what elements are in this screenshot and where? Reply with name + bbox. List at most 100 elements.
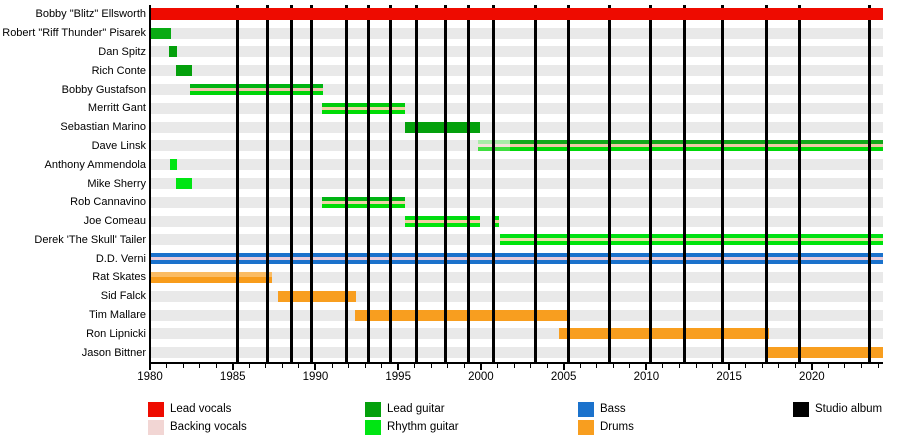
axis-tick: [314, 364, 317, 370]
bar-stripe: [322, 203, 405, 208]
bar-stripe: [150, 271, 272, 277]
axis-tick: [778, 364, 780, 368]
bar-stripe: [150, 257, 883, 261]
legend-swatch: [148, 402, 164, 417]
bar-stripe: [499, 241, 883, 246]
legend-swatch: [365, 402, 381, 417]
member-bar: [189, 84, 323, 96]
studio-album-line: [765, 5, 769, 362]
axis-tick: [695, 364, 697, 368]
studio-album-line: [721, 5, 725, 362]
axis-tick: [794, 364, 796, 368]
axis-tick: [562, 364, 565, 370]
axis-tick: [430, 364, 432, 368]
axis-tick: [348, 364, 350, 368]
member-bar: [355, 309, 570, 321]
axis-tick: [612, 364, 614, 368]
legend-label: Backing vocals: [170, 421, 247, 433]
axis-tick: [546, 364, 548, 368]
axis-tick: [596, 364, 598, 368]
studio-album-line: [868, 5, 872, 362]
axis-tick: [712, 364, 714, 368]
bar-stripe: [355, 309, 570, 321]
member-label: Rob Cannavino: [70, 196, 146, 209]
bar-stripe: [768, 347, 883, 359]
axis-tick: [463, 364, 465, 368]
axis-tick-label: 1995: [385, 371, 411, 383]
member-bar: [150, 271, 272, 283]
axis-tick: [645, 364, 648, 370]
member-bar: [322, 102, 405, 114]
member-label: Bobby "Blitz" Ellsworth: [35, 8, 146, 21]
legend-label: Studio album: [815, 403, 883, 415]
axis-tick: [381, 364, 383, 368]
row-band: [151, 196, 883, 208]
legend-swatch: [578, 420, 594, 435]
bar-stripe: [322, 109, 405, 114]
row-band: [151, 215, 883, 227]
member-bar: [175, 65, 193, 77]
axis-tick: [298, 364, 300, 368]
axis-tick: [414, 364, 416, 368]
axis-tick: [397, 364, 400, 370]
bar-stripe: [404, 222, 481, 227]
row-band: [151, 46, 883, 58]
studio-album-line: [389, 5, 393, 362]
studio-album-line: [608, 5, 612, 362]
axis-tick: [827, 364, 829, 368]
member-bar: [404, 121, 481, 133]
legend-swatch: [365, 420, 381, 435]
member-label: Joe Comeau: [83, 215, 146, 228]
bar-stripe: [322, 200, 405, 204]
bar-stripe: [493, 219, 500, 223]
row-band: [151, 65, 883, 77]
bar-stripe: [322, 102, 405, 107]
axis-tick-label: 2015: [716, 371, 742, 383]
axis-tick-label: 2000: [468, 371, 494, 383]
axis-tick: [479, 364, 482, 370]
studio-album-line: [415, 5, 419, 362]
bar-stripe: [322, 106, 405, 110]
member-label: Dan Spitz: [98, 45, 146, 58]
member-bar: [768, 347, 883, 359]
bar-stripe: [509, 140, 883, 145]
axis-tick: [364, 364, 366, 368]
member-bar: [150, 27, 172, 39]
axis-tick-label: 1980: [137, 371, 163, 383]
legend-label: Bass: [600, 403, 626, 415]
member-bar: [175, 178, 193, 189]
axis-tick: [662, 364, 664, 368]
bar-stripe: [493, 215, 500, 220]
row-band: [151, 347, 883, 359]
bar-stripe: [150, 253, 883, 258]
member-label: Mike Sherry: [87, 177, 146, 190]
member-bar: [404, 215, 481, 227]
bar-stripe: [175, 178, 193, 189]
row-band: [151, 271, 883, 283]
bar-stripe: [189, 84, 323, 89]
axis-tick: [496, 364, 498, 368]
member-label: Tim Mallare: [88, 309, 146, 322]
legend-swatch: [578, 402, 594, 417]
member-label: Sebastian Marino: [60, 121, 146, 134]
studio-album-line: [235, 5, 239, 362]
axis-tick: [231, 364, 234, 370]
axis-tick: [877, 364, 879, 368]
member-bar: [150, 253, 883, 265]
bar-stripe: [150, 8, 883, 21]
member-bar: [493, 215, 500, 227]
axis-tick: [281, 364, 283, 368]
bar-stripe: [493, 222, 500, 227]
row-band: [151, 290, 883, 302]
member-bar: [322, 196, 405, 208]
member-label: Rich Conte: [91, 64, 146, 77]
axis-tick-label: 1990: [302, 371, 329, 383]
bar-stripe: [175, 65, 193, 77]
bar-stripe: [150, 260, 883, 265]
bar-stripe: [169, 46, 178, 58]
member-label: D.D. Verni: [95, 252, 146, 265]
studio-album-line: [798, 5, 802, 362]
axis-tick-label: 2020: [799, 371, 825, 383]
member-label: Jason Bittner: [81, 346, 146, 359]
